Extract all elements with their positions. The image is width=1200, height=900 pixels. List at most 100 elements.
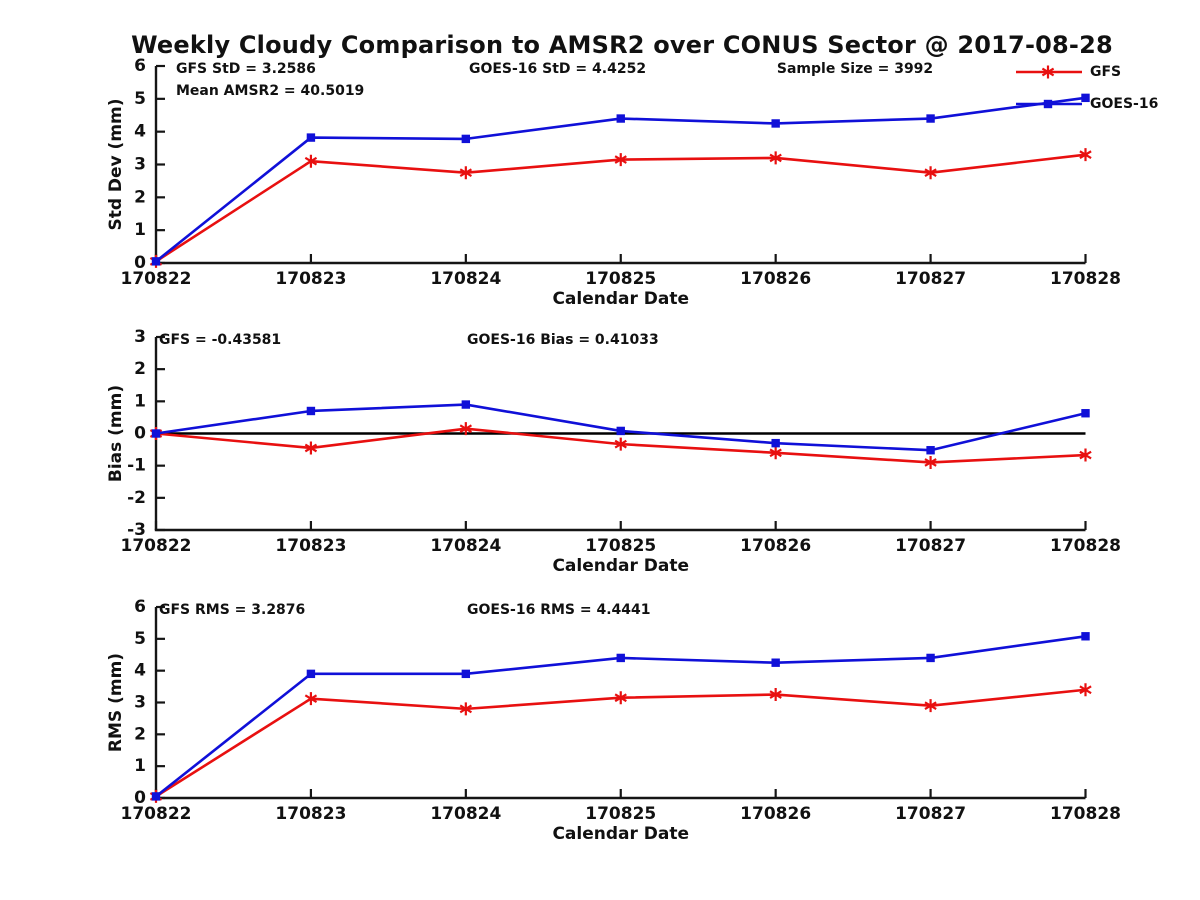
gfs-marker	[304, 441, 318, 455]
legend-item-gfs: GFS	[1014, 64, 1121, 80]
stat-annotation: Mean AMSR2 = 40.5019	[176, 83, 364, 99]
stat-annotation: GFS = -0.43581	[159, 332, 281, 348]
x-tick-label: 170823	[275, 536, 346, 556]
x-tick-label: 170826	[740, 269, 811, 289]
goes-16-marker	[1081, 93, 1090, 103]
legend-label-gfs: GFS	[1090, 64, 1122, 80]
x-tick-label: 170823	[275, 804, 346, 824]
goes-16-marker	[616, 653, 625, 663]
y-tick-label: 2	[134, 187, 146, 207]
y-tick-label: 0	[134, 253, 146, 273]
x-axis-label: Calendar Date	[552, 289, 689, 309]
goes-16-marker	[926, 446, 935, 455]
goes-16-marker	[306, 669, 316, 679]
stat-annotation: GOES-16 RMS = 4.4441	[467, 602, 651, 618]
gfs-marker	[614, 437, 627, 451]
series-line-gfs	[155, 688, 1086, 798]
y-tick-label: 2	[134, 359, 146, 379]
stat-annotation: GOES-16 StD = 4.4252	[469, 61, 646, 77]
y-tick-label: 4	[134, 122, 146, 142]
stat-annotation: GFS StD = 3.2586	[176, 61, 316, 77]
y-tick-label: -1	[127, 456, 146, 476]
goes-16-marker	[771, 119, 780, 128]
y-tick-label: 5	[134, 89, 146, 109]
x-tick-label: 170823	[275, 269, 346, 289]
comparison-chart: 0 1 2 3 4 5 6 170822 170823 170824 170825 170826 170…	[106, 56, 1121, 844]
goes-16-marker	[151, 792, 161, 801]
goes16-legend-marker-icon	[1016, 99, 1082, 109]
goes-16-marker	[1081, 632, 1090, 641]
y-tick-label: 6	[134, 597, 146, 617]
x-tick-label: 170827	[895, 269, 966, 289]
goes-16-marker	[616, 426, 625, 436]
gfs-marker	[1079, 148, 1092, 162]
x-tick-label: 170825	[585, 269, 656, 289]
gfs-marker	[459, 166, 473, 180]
x-tick-label: 170824	[430, 536, 501, 556]
x-tick-label: 170828	[1050, 269, 1121, 289]
stat-annotation: GFS RMS = 3.2876	[159, 602, 305, 618]
gfs-marker	[614, 691, 627, 705]
gfs-marker	[459, 422, 473, 436]
gfs-marker	[924, 699, 937, 713]
y-tick-label: 3	[134, 155, 146, 175]
y-axis-label: Std Dev (mm)	[106, 98, 126, 230]
y-tick-label: 1	[134, 391, 146, 411]
goes-16-marker	[926, 114, 935, 123]
panel-bias: -3 -2 -1 0 1 2 3 170822 170823 170824 170825 170826…	[106, 327, 1121, 576]
x-tick-label: 170828	[1050, 536, 1121, 556]
x-axis-label: Calendar Date	[552, 824, 689, 844]
x-tick-label: 170826	[740, 536, 811, 556]
goes-16-marker	[151, 257, 161, 266]
goes-16-marker	[306, 406, 316, 416]
x-tick-label: 170822	[121, 269, 192, 289]
x-tick-label: 170822	[121, 536, 192, 556]
y-tick-label: 2	[134, 724, 146, 744]
chart-title: Weekly Cloudy Comparison to AMSR2 over C…	[131, 31, 1113, 59]
gfs-legend-marker-icon	[1016, 65, 1082, 79]
y-tick-label: 5	[134, 629, 146, 649]
x-tick-label: 170828	[1050, 804, 1121, 824]
goes-16-marker	[926, 653, 935, 663]
y-axis-label: Bias (mm)	[106, 385, 126, 482]
gfs-marker	[769, 688, 782, 702]
stat-annotation: GOES-16 Bias = 0.41033	[467, 332, 659, 348]
y-tick-label: 1	[134, 756, 146, 776]
x-tick-label: 170824	[430, 804, 501, 824]
x-axis-label: Calendar Date	[552, 556, 689, 576]
y-tick-label: 6	[134, 56, 146, 76]
x-tick-label: 170827	[895, 536, 966, 556]
goes-16-marker	[771, 438, 780, 448]
x-tick-label: 170825	[585, 536, 656, 556]
gfs-marker	[769, 446, 782, 460]
stat-annotation: Sample Size = 3992	[777, 61, 933, 77]
goes-16-marker	[461, 400, 471, 409]
goes-16-marker	[461, 134, 471, 144]
y-tick-label: -3	[127, 520, 146, 540]
y-tick-label: 1	[134, 220, 146, 240]
gfs-marker	[614, 153, 627, 167]
x-tick-label: 170825	[585, 804, 656, 824]
gfs-marker	[1079, 683, 1092, 697]
gfs-marker	[924, 166, 937, 180]
y-tick-label: 0	[134, 788, 146, 808]
y-tick-label: 4	[134, 661, 146, 681]
gfs-marker	[304, 692, 318, 706]
goes-16-marker	[616, 114, 625, 123]
y-tick-label: 0	[134, 424, 146, 444]
series-line-gfs	[155, 153, 1086, 263]
gfs-marker	[924, 455, 937, 469]
y-tick-label: 3	[134, 693, 146, 713]
x-tick-label: 170822	[121, 804, 192, 824]
goes-16-marker	[771, 658, 780, 667]
x-tick-label: 170824	[430, 269, 501, 289]
goes-16-marker	[1081, 409, 1090, 418]
goes-16-marker	[306, 133, 316, 142]
gfs-marker	[1079, 448, 1092, 462]
gfs-marker	[304, 154, 318, 168]
y-tick-label: 3	[134, 327, 146, 347]
y-tick-label: -2	[127, 488, 146, 508]
legend-item-goes16: GOES-16	[1014, 96, 1158, 112]
goes-16-marker	[461, 669, 471, 679]
